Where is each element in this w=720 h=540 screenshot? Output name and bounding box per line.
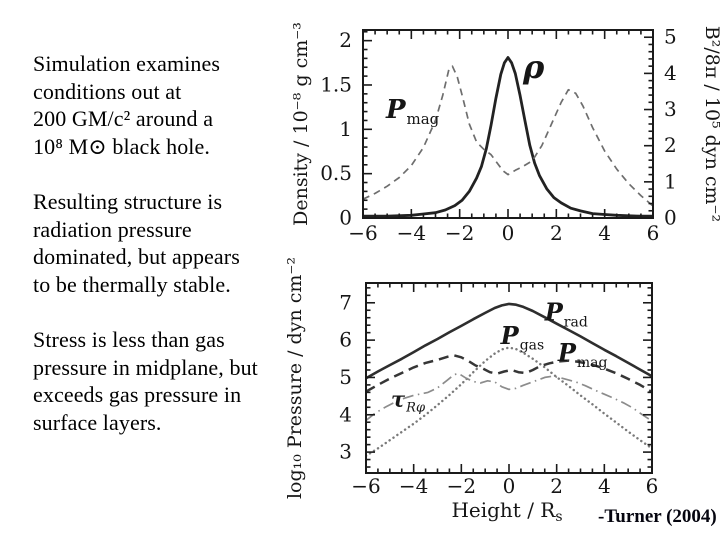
y2-tick-label: 1 bbox=[664, 169, 677, 193]
text-line: radiation pressure bbox=[33, 216, 192, 242]
plot-1: −6 −4 −2 0 2 4 6 3 4 5 6 7 log₁₀ Pressure / dyn cm⁻²… bbox=[284, 257, 658, 525]
y-tick-label: 1 bbox=[339, 117, 352, 141]
text-line: conditions out at bbox=[33, 78, 182, 104]
text-line: Resulting structure is bbox=[33, 189, 223, 214]
paragraph-structure: Resulting structure is radiation pressur… bbox=[33, 188, 295, 298]
curves bbox=[365, 302, 653, 457]
text-line: exceeds gas pressure in bbox=[33, 382, 242, 407]
curve-P_mag bbox=[365, 354, 653, 394]
y-tick-label: 4 bbox=[339, 402, 352, 426]
curve-P_mag bbox=[362, 65, 654, 207]
y-tick-label: 3 bbox=[339, 440, 352, 464]
y2-tick-label: 4 bbox=[664, 61, 677, 85]
x-tick-label: −4 bbox=[397, 221, 426, 245]
annotation-: ρ bbox=[522, 48, 545, 86]
x-tick-label: −6 bbox=[351, 474, 380, 498]
curve-rho bbox=[363, 56, 653, 218]
attribution: -Turner (2004) bbox=[598, 506, 717, 527]
text-line: 10⁸ M⊙ black hole. bbox=[33, 133, 210, 159]
x-tick-label: 4 bbox=[598, 221, 611, 245]
curve-P_rad bbox=[365, 302, 653, 380]
ticks bbox=[365, 283, 653, 473]
y2-tick-label: 2 bbox=[664, 133, 677, 157]
x-tick-label: 6 bbox=[647, 221, 660, 245]
y-tick-label: 0.5 bbox=[320, 161, 352, 185]
y-tick-label: 2 bbox=[339, 28, 352, 52]
x-tick-label: 0 bbox=[502, 221, 515, 245]
x-tick-label: 4 bbox=[598, 474, 611, 498]
x-tick-label: −2 bbox=[445, 221, 474, 245]
y-tick-label: 1.5 bbox=[320, 72, 352, 96]
annotation-Prad: Prad bbox=[544, 298, 588, 331]
ticks bbox=[362, 29, 654, 219]
curve-P_gas bbox=[365, 346, 653, 457]
annotation-R: τRφ bbox=[391, 387, 426, 416]
text-line: Stress is less than gas bbox=[33, 327, 225, 352]
text-line: to be thermally stable. bbox=[33, 271, 231, 297]
y2-tick-label: 5 bbox=[664, 25, 677, 49]
annotation-Pmag: Pmag bbox=[557, 338, 608, 371]
x-tick-label: −6 bbox=[348, 221, 377, 245]
x-tick-label: −4 bbox=[399, 474, 428, 498]
text-line: pressure in midplane, but bbox=[33, 354, 258, 380]
annotation-Pmag: Pmag bbox=[385, 95, 440, 128]
curve-tau_Rphi bbox=[365, 372, 653, 422]
y2-tick-label: 0 bbox=[664, 206, 677, 230]
plot-box bbox=[365, 282, 653, 474]
x-tick-label: 6 bbox=[646, 474, 659, 498]
y-tick-label: 5 bbox=[339, 365, 352, 389]
y-tick-label: 6 bbox=[339, 328, 352, 352]
x-tick-label: 2 bbox=[550, 474, 563, 498]
y-axis-title: Density / 10⁻⁸ g cm⁻³ bbox=[290, 22, 312, 226]
text-line: surface layers. bbox=[33, 409, 162, 435]
paragraph-simulation: Simulation examines conditions out at 20… bbox=[33, 50, 295, 160]
y-tick-label: 0 bbox=[339, 206, 352, 230]
x-tick-label: 2 bbox=[550, 221, 563, 245]
x-axis-title: Height / Rs bbox=[451, 498, 562, 525]
slide-text-column: Simulation examines conditions out at 20… bbox=[33, 50, 295, 464]
x-tick-label: 0 bbox=[503, 474, 516, 498]
paragraph-stress: Stress is less than gas pressure in midp… bbox=[33, 326, 295, 436]
x-tick-label: −2 bbox=[447, 474, 476, 498]
curves bbox=[362, 56, 654, 218]
y-axis-title: log₁₀ Pressure / dyn cm⁻² bbox=[284, 257, 306, 499]
text-line: dominated, but appears bbox=[33, 244, 240, 269]
y2-tick-label: 3 bbox=[664, 97, 677, 121]
annotation-Pgas: Pgas bbox=[500, 321, 545, 354]
text-line: 200 GM/c² around a bbox=[33, 106, 214, 131]
text-line: Simulation examines bbox=[33, 51, 221, 76]
y-tick-label: 7 bbox=[339, 290, 352, 314]
y2-axis-title: B²/8π / 10⁵ dyn cm⁻² bbox=[701, 26, 720, 222]
